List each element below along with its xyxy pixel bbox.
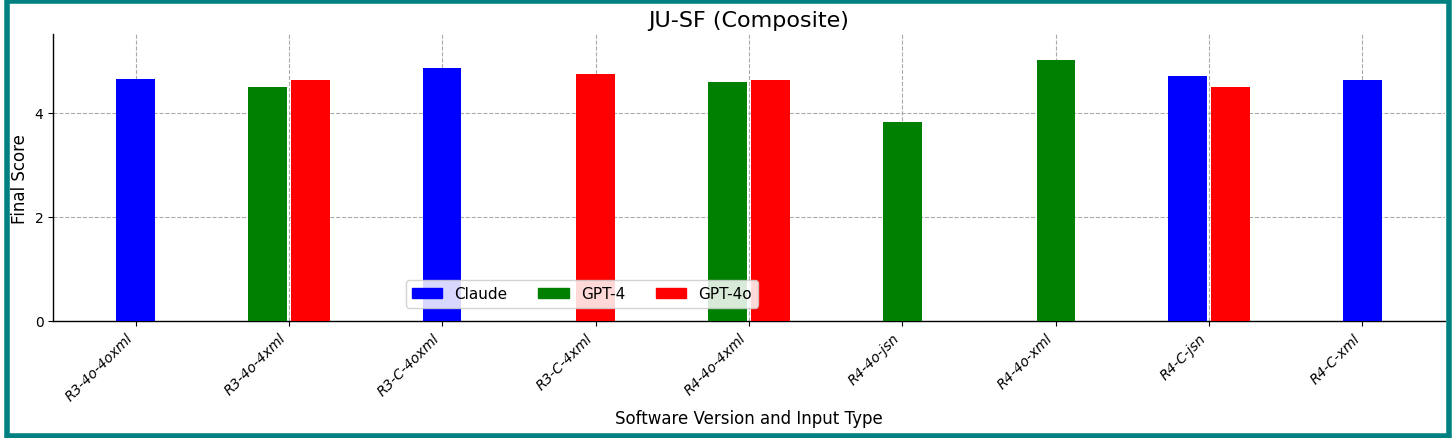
X-axis label: Software Version and Input Type: Software Version and Input Type [614, 409, 882, 427]
Bar [709, 83, 747, 321]
Bar [884, 123, 922, 321]
Bar [291, 81, 329, 321]
Bar [1169, 77, 1207, 321]
Bar [116, 80, 154, 321]
Y-axis label: Final Score: Final Score [12, 134, 29, 223]
Bar [1344, 81, 1382, 321]
Title: JU-SF (Composite): JU-SF (Composite) [648, 11, 849, 31]
Bar [1037, 61, 1075, 321]
Bar [577, 74, 614, 321]
Bar [1211, 87, 1249, 321]
Bar [751, 81, 789, 321]
Bar [424, 69, 462, 321]
Bar [249, 87, 287, 321]
Legend: Claude, GPT-4, GPT-4o: Claude, GPT-4, GPT-4o [406, 281, 759, 308]
